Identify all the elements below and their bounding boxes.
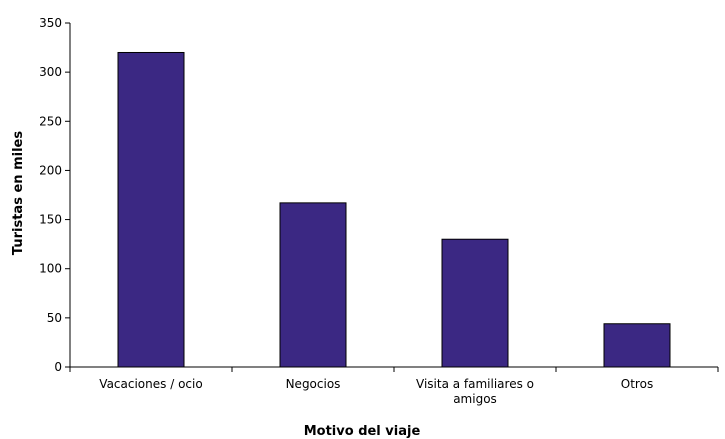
y-tick-label: 50 xyxy=(47,311,62,325)
bar xyxy=(279,202,347,368)
y-tick-label: 100 xyxy=(39,262,62,276)
x-axis: Vacaciones / ocio Negocios Visita a famili… xyxy=(69,366,719,406)
bar xyxy=(603,323,671,368)
bar xyxy=(441,238,509,368)
x-tick-label: Negocios xyxy=(286,377,341,391)
x-tick-label: Vacaciones / ocio xyxy=(99,377,202,391)
x-axis-title: Motivo del viaje xyxy=(304,424,421,439)
y-tick-label: 300 xyxy=(39,65,62,79)
bars xyxy=(117,51,671,368)
bar xyxy=(117,51,185,368)
y-tick-label: 200 xyxy=(39,163,62,177)
y-axis: 0 50 100 150 200 250 300 350 xyxy=(39,16,71,374)
y-tick-label: 250 xyxy=(39,114,62,128)
y-tick-label: 150 xyxy=(39,213,62,227)
y-tick-label: 0 xyxy=(54,360,62,374)
x-tick-label: Visita a familiares o amigos xyxy=(416,377,534,406)
y-tick-label: 350 xyxy=(39,16,62,30)
x-tick-label: Otros xyxy=(621,377,653,391)
y-axis-title: Turistas en miles xyxy=(11,131,26,255)
